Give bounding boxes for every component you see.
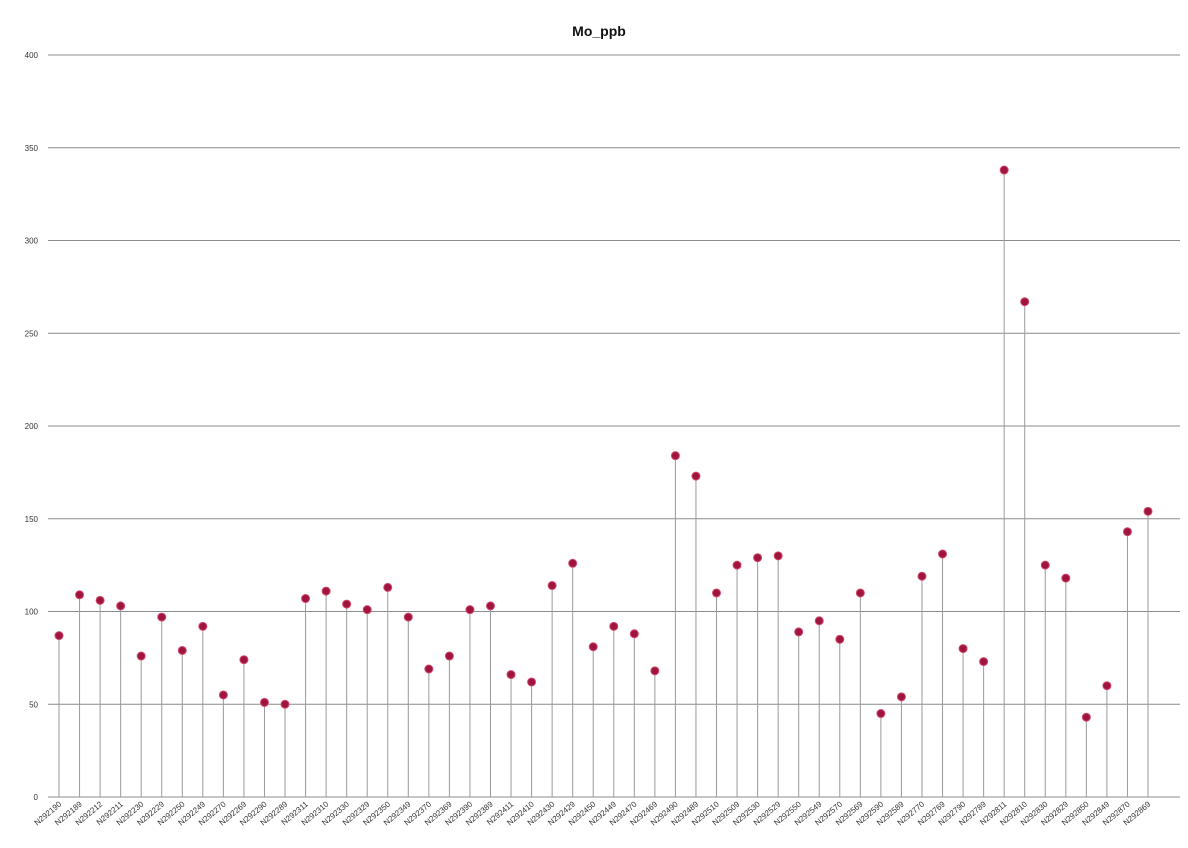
data-point <box>465 605 475 615</box>
data-point <box>1040 560 1050 570</box>
data-point <box>773 551 783 561</box>
y-tick-label: 0 <box>34 793 39 802</box>
data-point <box>938 549 948 559</box>
data-point <box>753 553 763 563</box>
data-point <box>979 657 989 667</box>
data-point <box>424 664 434 674</box>
data-point <box>650 666 660 676</box>
data-point <box>876 709 886 719</box>
data-point <box>383 582 393 592</box>
data-point <box>1061 573 1071 583</box>
y-tick-label: 400 <box>25 51 39 60</box>
data-point <box>527 677 537 687</box>
grid-layer <box>48 54 1180 798</box>
data-point <box>691 471 701 481</box>
data-point <box>321 586 331 596</box>
data-point <box>1102 681 1112 691</box>
data-point <box>896 692 906 702</box>
y-tick-label: 300 <box>25 237 39 246</box>
data-point <box>1020 297 1030 307</box>
data-point <box>54 631 64 641</box>
data-point <box>218 690 228 700</box>
y-tick-label: 350 <box>25 144 39 153</box>
data-point <box>157 612 167 622</box>
x-tick-layer: N292190N292189N292212N292211N292230N2922… <box>33 799 1153 827</box>
data-point <box>855 588 865 598</box>
data-point <box>116 601 126 611</box>
data-point <box>1081 712 1091 722</box>
data-point <box>136 651 146 661</box>
data-point <box>239 655 249 665</box>
dot-layer <box>54 165 1153 722</box>
y-tick-label: 250 <box>25 329 39 338</box>
data-point <box>732 560 742 570</box>
data-point <box>609 621 619 631</box>
data-point <box>485 601 495 611</box>
data-point <box>362 605 372 615</box>
data-point <box>259 697 269 707</box>
data-point <box>444 651 454 661</box>
data-point <box>670 451 680 461</box>
data-point <box>506 670 516 680</box>
data-point <box>958 644 968 654</box>
data-point <box>403 612 413 622</box>
y-tick-label: 100 <box>25 608 39 617</box>
data-point <box>280 699 290 709</box>
data-point <box>568 558 578 568</box>
chart-title: Mo_ppb <box>572 23 626 39</box>
data-point <box>712 588 722 598</box>
data-point <box>1122 527 1132 537</box>
data-point <box>75 590 85 600</box>
y-tick-label: 150 <box>25 515 39 524</box>
data-point <box>198 621 208 631</box>
data-point <box>794 627 804 637</box>
data-point <box>629 629 639 639</box>
y-tick-layer: 0 50 100 150 200 250 300 350 400 <box>25 51 39 802</box>
y-tick-label: 200 <box>25 422 39 431</box>
data-point <box>301 594 311 604</box>
data-point <box>1143 506 1153 516</box>
stem-layer <box>58 170 1149 797</box>
data-point <box>177 645 187 655</box>
data-point <box>917 571 927 581</box>
data-point <box>342 599 352 609</box>
data-point <box>835 634 845 644</box>
y-tick-label: 50 <box>29 700 38 709</box>
data-point <box>547 581 557 591</box>
data-point <box>999 165 1009 175</box>
data-point <box>814 616 824 626</box>
data-point <box>95 595 105 605</box>
data-point <box>588 642 598 652</box>
